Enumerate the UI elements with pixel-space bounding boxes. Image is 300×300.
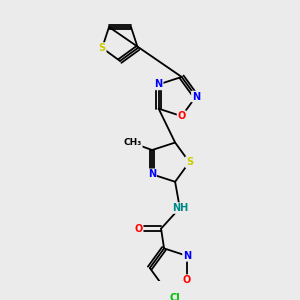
Text: N: N bbox=[148, 169, 156, 179]
Text: S: S bbox=[186, 157, 193, 167]
Text: N: N bbox=[183, 251, 191, 261]
Text: N: N bbox=[154, 80, 163, 89]
Text: CH₃: CH₃ bbox=[124, 139, 142, 148]
Text: S: S bbox=[99, 43, 106, 53]
Text: N: N bbox=[192, 92, 200, 101]
Text: O: O bbox=[178, 111, 186, 121]
Text: NH: NH bbox=[172, 203, 188, 213]
Text: O: O bbox=[134, 224, 143, 234]
Text: Cl: Cl bbox=[170, 293, 181, 300]
Text: O: O bbox=[183, 275, 191, 285]
